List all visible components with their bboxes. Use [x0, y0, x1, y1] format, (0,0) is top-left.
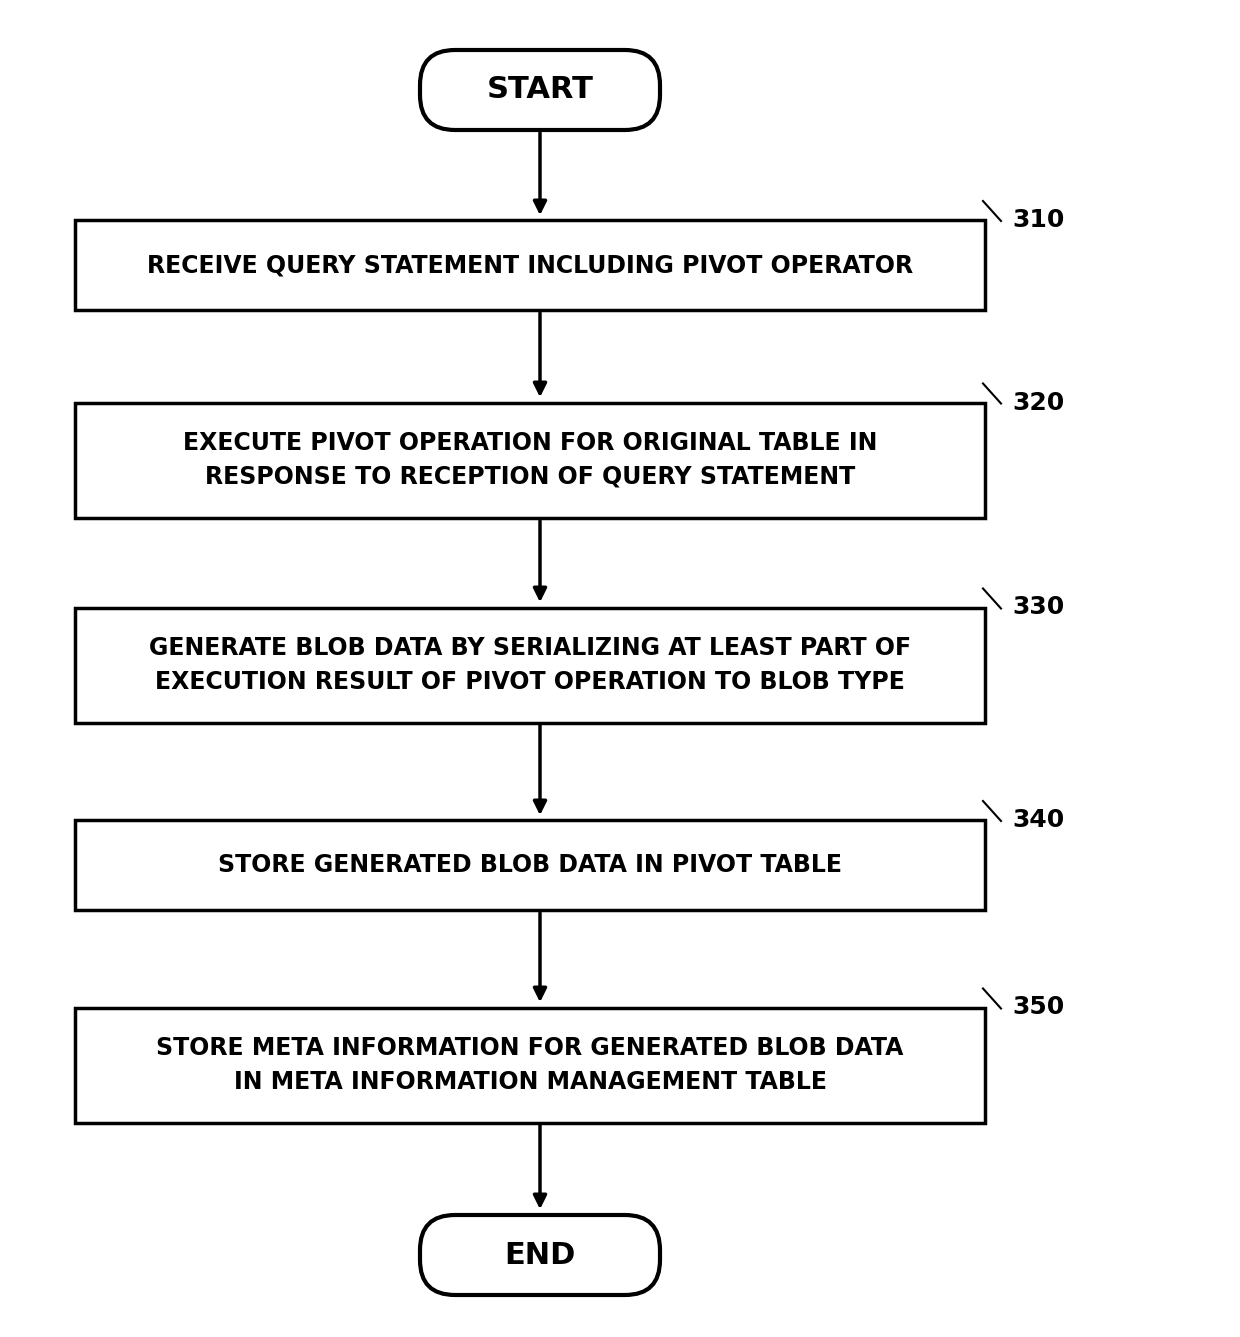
Bar — [74, 607, 985, 722]
Bar — [74, 1008, 985, 1123]
Text: GENERATE BLOB DATA BY SERIALIZING AT LEAST PART OF
EXECUTION RESULT OF PIVOT OPE: GENERATE BLOB DATA BY SERIALIZING AT LEA… — [149, 636, 911, 694]
Text: 340: 340 — [1012, 808, 1064, 832]
Bar — [74, 402, 985, 517]
Text: 320: 320 — [1012, 390, 1064, 414]
Bar — [74, 221, 985, 310]
Text: RECEIVE QUERY STATEMENT INCLUDING PIVOT OPERATOR: RECEIVE QUERY STATEMENT INCLUDING PIVOT … — [146, 253, 913, 277]
Text: END: END — [505, 1241, 575, 1270]
Text: 330: 330 — [1012, 595, 1064, 619]
Text: 350: 350 — [1012, 996, 1064, 1020]
Text: EXECUTE PIVOT OPERATION FOR ORIGINAL TABLE IN
RESPONSE TO RECEPTION OF QUERY STA: EXECUTE PIVOT OPERATION FOR ORIGINAL TAB… — [182, 432, 877, 489]
Text: 310: 310 — [1012, 209, 1064, 233]
Text: STORE META INFORMATION FOR GENERATED BLOB DATA
IN META INFORMATION MANAGEMENT TA: STORE META INFORMATION FOR GENERATED BLO… — [156, 1036, 904, 1094]
Text: START: START — [486, 75, 594, 104]
Bar — [74, 820, 985, 910]
FancyBboxPatch shape — [420, 1215, 660, 1296]
Text: STORE GENERATED BLOB DATA IN PIVOT TABLE: STORE GENERATED BLOB DATA IN PIVOT TABLE — [218, 853, 842, 877]
FancyBboxPatch shape — [420, 49, 660, 130]
